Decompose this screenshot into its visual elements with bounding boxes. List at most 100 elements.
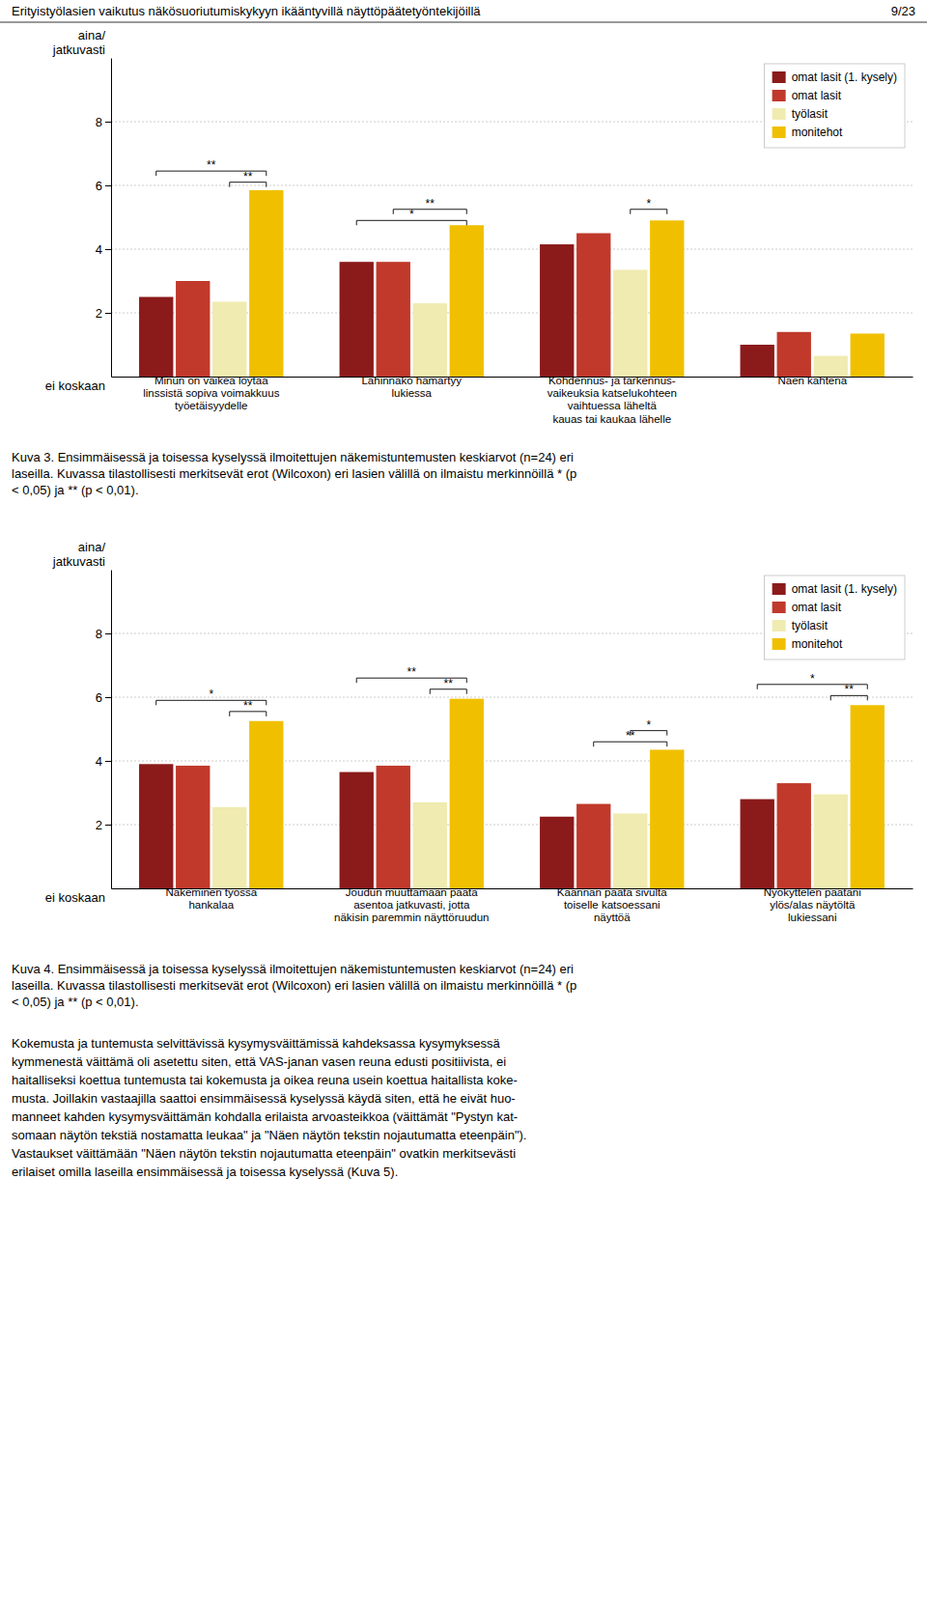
bar (139, 763, 173, 889)
y-tick: 8 (95, 626, 112, 642)
body-line: erilaiset omilla laseilla ensimmäisessä … (11, 1164, 398, 1180)
bar (376, 261, 411, 377)
x-tick: Lähinnäkö hämärtyylukiessa (361, 374, 462, 399)
y-tick: 6 (95, 690, 112, 705)
bar (249, 190, 283, 377)
significance-label: ** (444, 676, 454, 691)
x-tick: Nyökyttelen päätäniylös/alas näytöltäluk… (763, 886, 862, 924)
bar (175, 280, 210, 377)
legend-swatch (772, 583, 787, 595)
bar (613, 813, 647, 889)
y-tick: 8 (95, 114, 112, 130)
axis-end-label: ei koskaan (45, 890, 106, 905)
bar (777, 783, 812, 889)
significance-label: * (409, 207, 415, 222)
bar (413, 802, 448, 889)
y-tick-label: 2 (95, 306, 103, 321)
bar (339, 772, 374, 889)
caption: Kuva 4. Ensimmäisessä ja toisessa kysely… (11, 961, 577, 1010)
y-tick-label: 6 (95, 690, 103, 705)
text-line: Lähinnäkö hämärtyy (361, 374, 462, 387)
legend-item: monitehot (772, 637, 843, 651)
y-tick-mark (105, 121, 112, 123)
text-line: Näkeminen työssä (165, 886, 257, 899)
x-axis: Näkeminen työssähankalaaJoudun muuttamaa… (112, 886, 914, 924)
y-tick: 4 (95, 754, 112, 769)
y-tick-mark (105, 760, 112, 762)
x-tick-label: Näen kahtena (777, 374, 847, 387)
significance-label: * (208, 687, 214, 702)
significance-label: ** (425, 196, 436, 211)
chart: 2468Minun on vaikea löytäälinssistä sopi… (11, 28, 914, 498)
significance-label: ** (625, 729, 636, 743)
legend-swatch (772, 108, 787, 120)
bar (212, 807, 247, 889)
body-line: manneet kahden kysymysväittämän kohdalla… (11, 1109, 518, 1124)
text-line: kauas tai kaukaa lähelle (552, 413, 672, 425)
bar (139, 297, 173, 378)
text-line: näyttöä (593, 911, 631, 924)
text-line: hankalaa (188, 898, 234, 911)
page: Erityistyölasien vaikutus näkösuoriutumi… (0, 0, 927, 1600)
text-line: jatkuvasti (52, 554, 106, 569)
bar (850, 333, 885, 377)
text-line: Kuva 3. Ensimmäisessä ja toisessa kysely… (11, 449, 574, 465)
grid-line (111, 697, 913, 699)
axis-end-label: ei koskaan (45, 378, 106, 394)
x-tick-label: Minun on vaikea löytäälinssistä sopiva v… (142, 374, 281, 412)
bar (740, 799, 775, 889)
text-line: ei koskaan (45, 890, 106, 905)
text-line: Nyökyttelen päätäni (763, 886, 862, 899)
bar-series (212, 269, 848, 377)
text-line: Käännän päätä sivulta (557, 886, 668, 899)
legend-label: omat lasit (1. kysely) (791, 582, 898, 596)
y-tick-label: 8 (95, 626, 103, 642)
y-axis-line (111, 58, 113, 378)
legend-item: omat lasit (1. kysely) (772, 70, 898, 85)
y-tick: 2 (95, 817, 112, 833)
text-line: vaihtuessa läheltä (567, 399, 658, 412)
legend-swatch (772, 71, 787, 84)
y-tick-label: 4 (95, 754, 103, 769)
legend-label: omat lasit (1. kysely) (791, 70, 898, 85)
legend-swatch (772, 601, 787, 614)
text-line: ylös/alas näytöltä (769, 898, 856, 911)
grid-line (111, 185, 913, 187)
annotations: aina/jatkuvastiei koskaan******** (45, 28, 668, 394)
y-tick-mark (105, 824, 112, 826)
legend-item: omat lasit (772, 600, 843, 615)
bar-series (249, 699, 885, 889)
text-line: laseilla. Kuvassa tilastollisesti merkit… (11, 466, 577, 481)
legend-label: monitehot (791, 125, 843, 140)
caption: Kuva 3. Ensimmäisessä ja toisessa kysely… (11, 449, 577, 498)
y-tick-mark (105, 249, 112, 251)
bar (814, 794, 848, 889)
bar-series (249, 190, 885, 377)
y-tick-label: 8 (95, 114, 103, 130)
bar (339, 261, 374, 377)
x-tick-label: Käännän päätä sivultatoiselle katsoessan… (557, 886, 668, 924)
legend-frame (764, 63, 905, 148)
text-line: lukiessani (787, 911, 838, 924)
significance-label: ** (243, 699, 253, 713)
significance-label: ** (844, 682, 855, 697)
bar (449, 699, 484, 889)
bar (613, 269, 647, 377)
x-tick: Minun on vaikea löytäälinssistä sopiva v… (142, 374, 281, 412)
text-line: < 0,05) ja ** (p < 0,01). (11, 994, 140, 1010)
chart: 2 4 6 8 Näkeminen työssähankalaaJoudun muutt… (11, 539, 914, 1010)
bar (777, 332, 812, 377)
bar (249, 721, 283, 889)
text-line: aina/ (78, 28, 107, 43)
significance-label: ** (206, 158, 217, 172)
y-tick: 4 (95, 242, 112, 257)
text-line: lukiessa (391, 387, 432, 399)
text-line: työetäisyydelle (174, 399, 248, 412)
legend: omat lasit (1. kysely)omat lasittyölasit… (764, 575, 905, 660)
legend-swatch (772, 89, 787, 102)
legend-label: monitehot (791, 637, 843, 651)
body-line: Vastaukset väittämään "Näen näytön tekst… (11, 1146, 516, 1161)
legend-item: monitehot (772, 125, 843, 140)
bar (539, 816, 574, 889)
text-line: laseilla. Kuvassa tilastollisesti merkit… (11, 978, 577, 993)
